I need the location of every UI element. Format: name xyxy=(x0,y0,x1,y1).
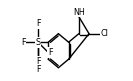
Text: F: F xyxy=(36,57,40,66)
Text: F: F xyxy=(36,19,40,28)
Text: NH: NH xyxy=(73,8,85,17)
Text: F: F xyxy=(48,48,53,57)
Text: S: S xyxy=(36,38,41,47)
Text: F: F xyxy=(21,38,25,47)
Text: Cl: Cl xyxy=(101,29,109,38)
Text: F: F xyxy=(36,65,40,74)
